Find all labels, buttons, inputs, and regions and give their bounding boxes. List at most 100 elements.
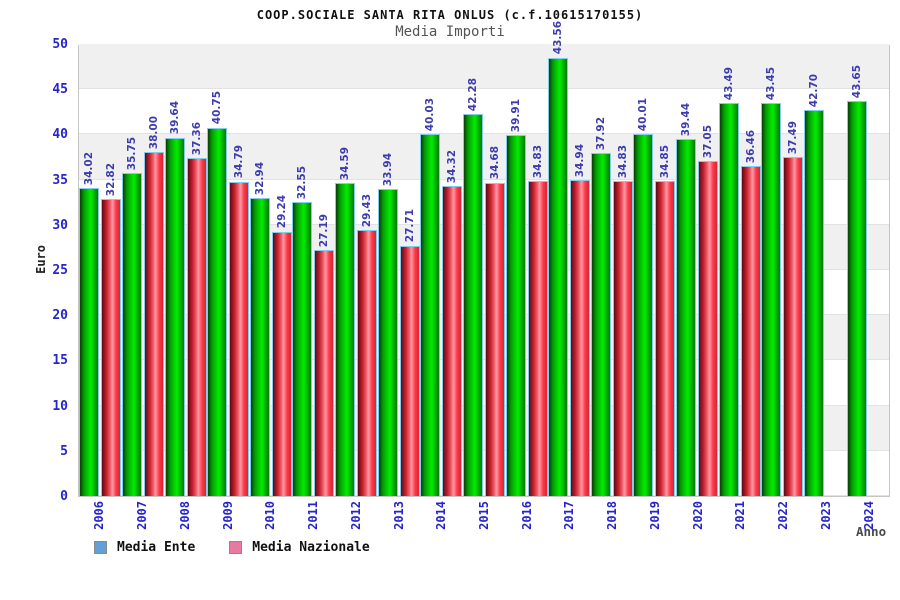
value-label: 43.56 [551,21,564,55]
x-tick-2016: 2016 [505,501,548,543]
x-tick-label: 2014 [434,501,449,530]
red-bar-2015: 34.68 [484,146,505,496]
x-tick-label: 2010 [263,501,278,530]
gridline [79,359,889,361]
x-tick-label: 2012 [348,501,363,530]
bar-slot: 34.02 [79,152,100,496]
gridline [79,178,889,180]
y-tick-label: 40 [52,127,68,143]
chart-subtitle: Media Importi [395,24,505,40]
year-group-2024: 43.65 [846,46,889,496]
x-tick-label: 2006 [92,501,107,530]
bar-slot: 34.94 [570,144,591,496]
year-group-2021: 43.49 36.46 [718,46,761,496]
y-tick-label: 20 [52,308,68,324]
bar-slot: 43.65 [846,65,867,496]
red-bar-2014: 34.32 [442,150,463,496]
bar-slot: 37.05 [698,125,719,496]
value-label: 34.79 [232,145,245,179]
legend-item-media-ente: Media Ente [94,540,195,555]
plot-area: 34.02 32.82 35.75 38.00 39.64 37.36 40.75 34.79… [78,21,890,497]
bar-slot: 40.01 [633,98,654,496]
value-label: 34.32 [446,149,459,183]
y-tick-label: 50 [52,37,68,52]
x-tick-label: 2008 [177,501,192,530]
x-tick-label: 2007 [135,501,150,530]
green-bar-2011: 32.55 [292,166,313,496]
year-group-2015: 42.28 34.68 [462,46,506,496]
value-label: 34.59 [338,147,351,181]
gridline [79,449,889,451]
value-label: 29.24 [275,195,288,229]
green-bar-2021: 43.49 [718,67,739,496]
red-bar-2010: 29.24 [271,195,292,496]
red-bar-2008: 37.36 [186,122,207,496]
year-group-2011: 32.55 27.19 [292,46,335,496]
year-group-2023: 42.70 [803,46,847,496]
red-bar-2017: 34.94 [570,144,591,496]
gridline [79,223,889,225]
x-tick-2013: 2013 [377,501,420,543]
bar-slot: 34.68 [484,146,505,496]
y-tick-label: 25 [52,263,68,278]
green-bar-2018: 37.92 [590,117,611,496]
y-tick-label: 10 [52,398,68,414]
bar-slot: 29.24 [271,195,292,496]
bar-slot: 34.32 [442,150,463,496]
x-tick-2008: 2008 [163,501,206,543]
gridline [79,314,889,316]
red-bar-2022: 37.49 [783,121,804,496]
x-tick-2020: 2020 [676,501,719,543]
x-tick-2009: 2009 [206,501,249,543]
value-label: 34.85 [659,144,672,178]
year-group-2020: 39.44 37.05 [676,46,719,496]
bar-slot: 43.56 [548,21,569,496]
year-group-2019: 40.01 34.85 [633,46,676,496]
legend-label: Media Nazionale [252,540,370,555]
legend: Media Ente Media Nazionale [94,540,370,555]
x-tick-label: 2011 [306,501,321,530]
green-bar-2013: 33.94 [377,153,398,496]
x-tick-2019: 2019 [634,501,677,543]
legend-label: Media Ente [117,540,196,555]
year-group-2007: 35.75 38.00 [121,46,165,496]
red-bar-2019: 34.85 [655,145,676,496]
gridline [79,495,889,496]
bar-groups: 34.02 32.82 35.75 38.00 39.64 37.36 40.75 34.79… [79,21,889,496]
value-label: 37.05 [701,124,714,159]
bar-slot: 39.44 [676,103,697,496]
red-bar-2007: 38.00 [143,116,164,496]
year-group-2018: 37.92 34.83 [590,46,634,496]
value-label: 34.68 [488,146,501,180]
media-nazionale-swatch-icon [229,541,243,554]
x-tick-2006: 2006 [78,501,121,543]
y-tick-label: 0 [60,489,68,504]
y-tick-label: 35 [52,172,68,188]
x-tick-2010: 2010 [249,501,292,543]
green-bar-2017: 43.56 [548,21,569,496]
value-label: 34.83 [531,144,544,179]
x-tick-label: 2023 [818,501,833,530]
bar-slot: 32.82 [101,163,122,496]
bar-slot: 40.75 [207,91,228,496]
value-label: 32.82 [105,163,118,197]
bar-slot: 34.83 [612,145,633,496]
value-label: 42.28 [466,77,479,111]
red-bar-2013: 27.71 [399,209,420,496]
green-bar-2024: 43.65 [846,65,867,496]
value-label: 39.64 [168,101,181,135]
value-label: 43.49 [722,66,735,100]
x-tick-label: 2016 [519,501,534,530]
bar-slot: 42.70 [803,74,824,496]
value-label: 37.92 [594,117,607,151]
value-label: 43.45 [765,67,778,101]
green-bar-2016: 39.91 [505,99,526,496]
green-bar-2015: 42.28 [462,78,483,496]
red-bar-2012: 29.43 [357,194,378,496]
media-ente-swatch-icon [94,541,107,554]
red-bar-2021: 36.46 [740,130,761,496]
bar-slot: 37.92 [590,117,611,496]
value-label: 36.46 [744,130,757,164]
value-label: 35.75 [125,136,138,170]
